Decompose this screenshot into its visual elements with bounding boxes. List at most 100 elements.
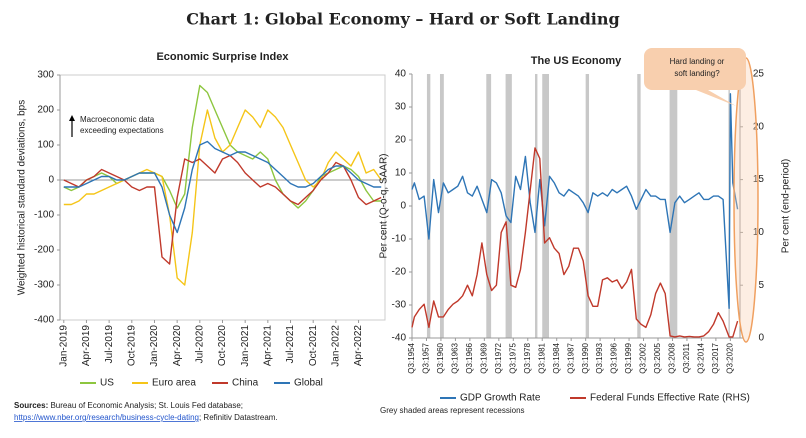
annotation-arrowhead [69,115,75,121]
y2-axis-title: Per cent (end-period) [781,159,792,254]
annotation: Macroeconomic data [80,115,155,124]
x-tick-label: Jul-2021 [285,325,296,364]
y-tick-label: 300 [37,70,54,81]
x-tick-label: Q3:2008 [668,342,677,373]
y-tick-label: -300 [34,280,54,291]
series-line [63,109,382,286]
callout-text: soft landing? [674,69,720,78]
y-tick-label: 40 [395,69,407,80]
recession-band [486,74,492,338]
y-tick-label: -20 [392,267,407,278]
series-line [411,93,739,309]
x-tick-label: Jul-2019 [104,325,115,364]
legend-label: Global [294,378,323,389]
series-line [411,147,739,338]
y-tick-label: 30 [395,102,407,113]
y-tick-label: -40 [392,333,407,344]
y2-tick-label: 5 [758,280,764,291]
recession-band [535,74,538,338]
y2-tick-label: 10 [753,227,765,238]
legend-label: Federal Funds Effective Rate (RHS) [590,393,750,404]
legend-label: China [232,378,259,389]
y-tick-label: -400 [34,315,54,326]
recession-band [505,74,512,338]
x-tick-label: Q3:1981 [537,342,546,373]
x-tick-label: Oct-2021 [308,325,319,367]
plot-frame [59,74,386,321]
recession-band [669,74,678,338]
series-line [63,140,382,234]
x-tick-label: Q3:2005 [653,342,662,373]
y2-tick-label: 20 [753,121,765,132]
x-tick-label: Q3:1957 [422,342,431,373]
x-tick-label: Jan-2021 [240,325,251,367]
recession-band [426,74,431,338]
y-tick-label: -100 [34,210,54,221]
x-tick-label: Q3:1972 [494,342,503,373]
x-tick-label: Q3:2002 [639,342,648,373]
plot-frame [412,74,740,338]
x-tick-label: Apr-2022 [353,325,364,367]
x-tick-label: Q3:1990 [581,342,590,373]
x-tick-label: Q3:1969 [479,342,488,373]
highlight-ellipse [733,57,759,343]
y-tick-label: -10 [392,234,407,245]
x-tick-label: Oct-2020 [217,325,228,367]
x-tick-label: Q3:1960 [436,342,445,373]
x-tick-label: Jan-2022 [331,325,342,367]
sources-link[interactable]: https://www.nber.org/research/business-c… [14,413,199,422]
x-tick-label: Jan-2020 [149,325,160,367]
recession-band [637,74,641,338]
recession-band [542,74,549,338]
y-tick-label: 0 [400,201,406,212]
series-line [63,154,382,265]
sources: https://www.nber.org/research/business-c… [14,413,278,422]
x-tick-label: Q3:2020 [725,342,734,373]
y2-tick-label: 15 [753,174,765,185]
y-tick-label: 100 [37,140,54,151]
callout-bubble [644,48,746,106]
y2-tick-label: 25 [753,69,765,80]
x-tick-label: Apr-2020 [172,325,183,367]
y-tick-label: 20 [395,135,407,146]
x-tick-label: Oct-2019 [126,325,137,367]
y-tick-label: -200 [34,245,54,256]
x-tick-label: Q3:1987 [566,342,575,373]
y-axis-title: Per cent (Q-o-q, SAAR) [379,153,390,258]
chart-title: Economic Surprise Index [156,51,289,63]
y-tick-label: 200 [37,105,54,116]
sources-label: Sources: [14,401,48,410]
x-tick-label: Q3:1996 [610,342,619,373]
x-tick-label: Q3:1999 [624,342,633,373]
x-tick-label: Q3:1954 [407,342,416,373]
sources: Sources: Bureau of Economic Analysis; St… [14,401,243,410]
sources-tail: ; Refinitiv Datastream. [199,413,278,422]
x-tick-label: Q3:1993 [595,342,604,373]
annotation: exceeding expectations [80,126,164,135]
x-tick-label: Jul-2020 [194,325,205,364]
note: Grey shaded areas represent recessions [380,406,525,415]
x-tick-label: Q3:2017 [711,342,720,373]
sources-text: Bureau of Economic Analysis; St. Louis F… [50,401,243,410]
y-tick-label: 0 [48,175,54,186]
x-tick-label: Q3:1975 [508,342,517,373]
legend-label: US [100,378,114,389]
x-tick-label: Q3:2011 [682,342,691,373]
chart-title: The US Economy [531,55,622,67]
x-tick-label: Apr-2019 [81,325,92,367]
callout-text: Hard landing or [670,57,725,66]
x-tick-label: Q3:1984 [552,342,561,373]
series-line [63,84,382,209]
y-tick-label: -30 [392,300,407,311]
x-tick-label: Q3:1966 [465,342,474,373]
recession-band [439,74,444,338]
y-tick-label: 10 [395,168,407,179]
legend-label: Euro area [152,378,196,389]
x-tick-label: Q3:1963 [451,342,460,373]
legend-label: GDP Growth Rate [460,393,541,404]
x-tick-label: Apr-2021 [262,325,273,367]
recession-band [585,74,590,338]
y2-tick-label: 0 [758,333,764,344]
y-axis-title: Weighted historical standard deviations,… [17,100,28,295]
